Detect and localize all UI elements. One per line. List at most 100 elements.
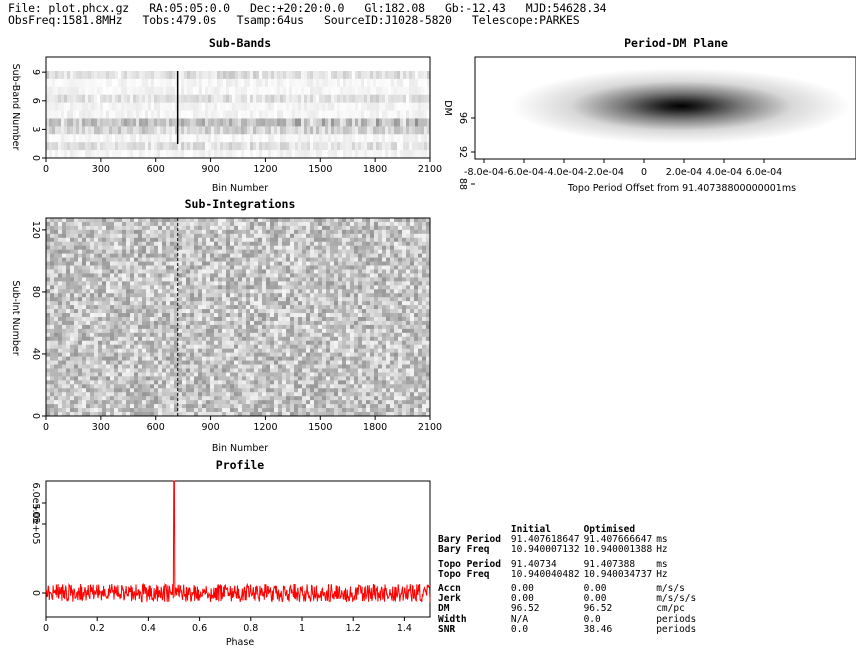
subints-cell xyxy=(106,360,111,365)
subbands-cell xyxy=(142,118,146,127)
subints-cell xyxy=(150,221,155,227)
subints-cell xyxy=(390,241,395,247)
subbands-cell xyxy=(352,142,356,151)
subints-cell xyxy=(142,277,147,282)
subints-cell xyxy=(350,265,355,270)
subints-cell xyxy=(270,328,275,334)
subbands-cell xyxy=(175,142,179,151)
subints-cell xyxy=(194,336,199,342)
subints-cell xyxy=(422,340,427,346)
subbands-cell xyxy=(352,110,356,119)
subbands-cell xyxy=(55,134,59,143)
subints-cell xyxy=(134,289,139,294)
subints-cell xyxy=(114,237,119,243)
subints-cell xyxy=(362,261,367,266)
subints-cell xyxy=(62,320,67,326)
subints-cell xyxy=(406,324,411,330)
subints-cell xyxy=(54,265,59,270)
subbands-cell xyxy=(328,71,332,80)
subbands-cell xyxy=(55,110,59,119)
subints-cell xyxy=(234,221,239,227)
subints-cell xyxy=(142,348,147,353)
subbands-cell xyxy=(97,126,101,135)
subbands-cell xyxy=(238,94,242,103)
subints-cell xyxy=(422,225,427,231)
subints-cell xyxy=(378,253,383,258)
subints-cell xyxy=(158,265,163,270)
subints-cell xyxy=(386,328,391,334)
subints-cell xyxy=(386,233,391,239)
subints-cell xyxy=(342,221,347,227)
subints-cell xyxy=(326,313,331,318)
subints-cell xyxy=(242,352,247,357)
subbands-cell xyxy=(355,126,359,135)
subbands-cell xyxy=(136,126,140,135)
subints-cell xyxy=(270,281,275,286)
subints-cell xyxy=(326,336,331,342)
subbands-cell xyxy=(316,94,320,103)
subints-cell xyxy=(414,261,419,266)
subints-cell xyxy=(46,249,51,254)
subints-cell xyxy=(242,225,247,231)
subints-cell xyxy=(74,221,79,227)
subints-cell xyxy=(142,297,147,302)
subbands-cell xyxy=(130,110,134,119)
subints-cell xyxy=(186,285,191,290)
subints-cell xyxy=(102,229,107,235)
subints-cell xyxy=(190,265,195,270)
subints-cell xyxy=(226,289,231,294)
subints-cell xyxy=(166,221,171,227)
subbands-cell xyxy=(412,71,416,80)
subints-cell xyxy=(218,221,223,227)
subints-cell xyxy=(342,297,347,302)
subints-cell xyxy=(114,348,119,353)
subbands-cell xyxy=(412,110,416,119)
subints-cell xyxy=(218,229,223,235)
subbands-cell xyxy=(310,94,314,103)
subints-cell xyxy=(98,265,103,270)
subints-cell xyxy=(322,324,327,330)
subints-cell xyxy=(338,269,343,274)
subints-cell xyxy=(314,245,319,250)
subbands-cell xyxy=(403,86,407,96)
subbands-cell xyxy=(187,126,191,135)
subbands-cell xyxy=(106,150,110,159)
subints-cell xyxy=(362,277,367,282)
pdm-xtick-label: -2.0e-04 xyxy=(584,167,624,178)
subints-cell xyxy=(50,320,55,326)
subints-cell xyxy=(58,273,63,278)
subints-cell xyxy=(374,324,379,330)
subbands-ytick-label: 6 xyxy=(30,98,41,104)
subints-cell xyxy=(234,218,239,223)
subints-cell xyxy=(374,336,379,342)
subints-cell xyxy=(286,332,291,338)
subints-cell xyxy=(310,285,315,290)
subbands-cell xyxy=(175,150,179,159)
subints-cell xyxy=(302,344,307,349)
subints-cell xyxy=(278,360,283,365)
subints-cell xyxy=(414,237,419,243)
subints-cell xyxy=(194,289,199,294)
subints-cell xyxy=(378,261,383,266)
subints-cell xyxy=(298,301,303,306)
subbands-cell xyxy=(154,126,158,135)
pdm-ytick-label: 92 xyxy=(457,146,468,158)
subints-cell xyxy=(122,348,127,353)
subints-cell xyxy=(138,285,143,290)
subints-cell xyxy=(354,352,359,357)
subbands-cell xyxy=(118,142,122,151)
subints-cell xyxy=(202,233,207,239)
subints-cell xyxy=(218,245,223,250)
subints-cell xyxy=(66,320,71,326)
subints-cell xyxy=(358,293,363,298)
subbands-cell xyxy=(136,110,140,119)
subints-cell xyxy=(246,221,251,227)
subints-cell xyxy=(406,233,411,239)
subbands-cell xyxy=(322,94,326,103)
subints-cell xyxy=(286,348,291,353)
subints-cell xyxy=(394,265,399,270)
subbands-cell xyxy=(64,94,68,103)
subints-cell xyxy=(126,340,131,346)
subints-cell xyxy=(58,281,63,286)
subints-cell xyxy=(410,265,415,270)
